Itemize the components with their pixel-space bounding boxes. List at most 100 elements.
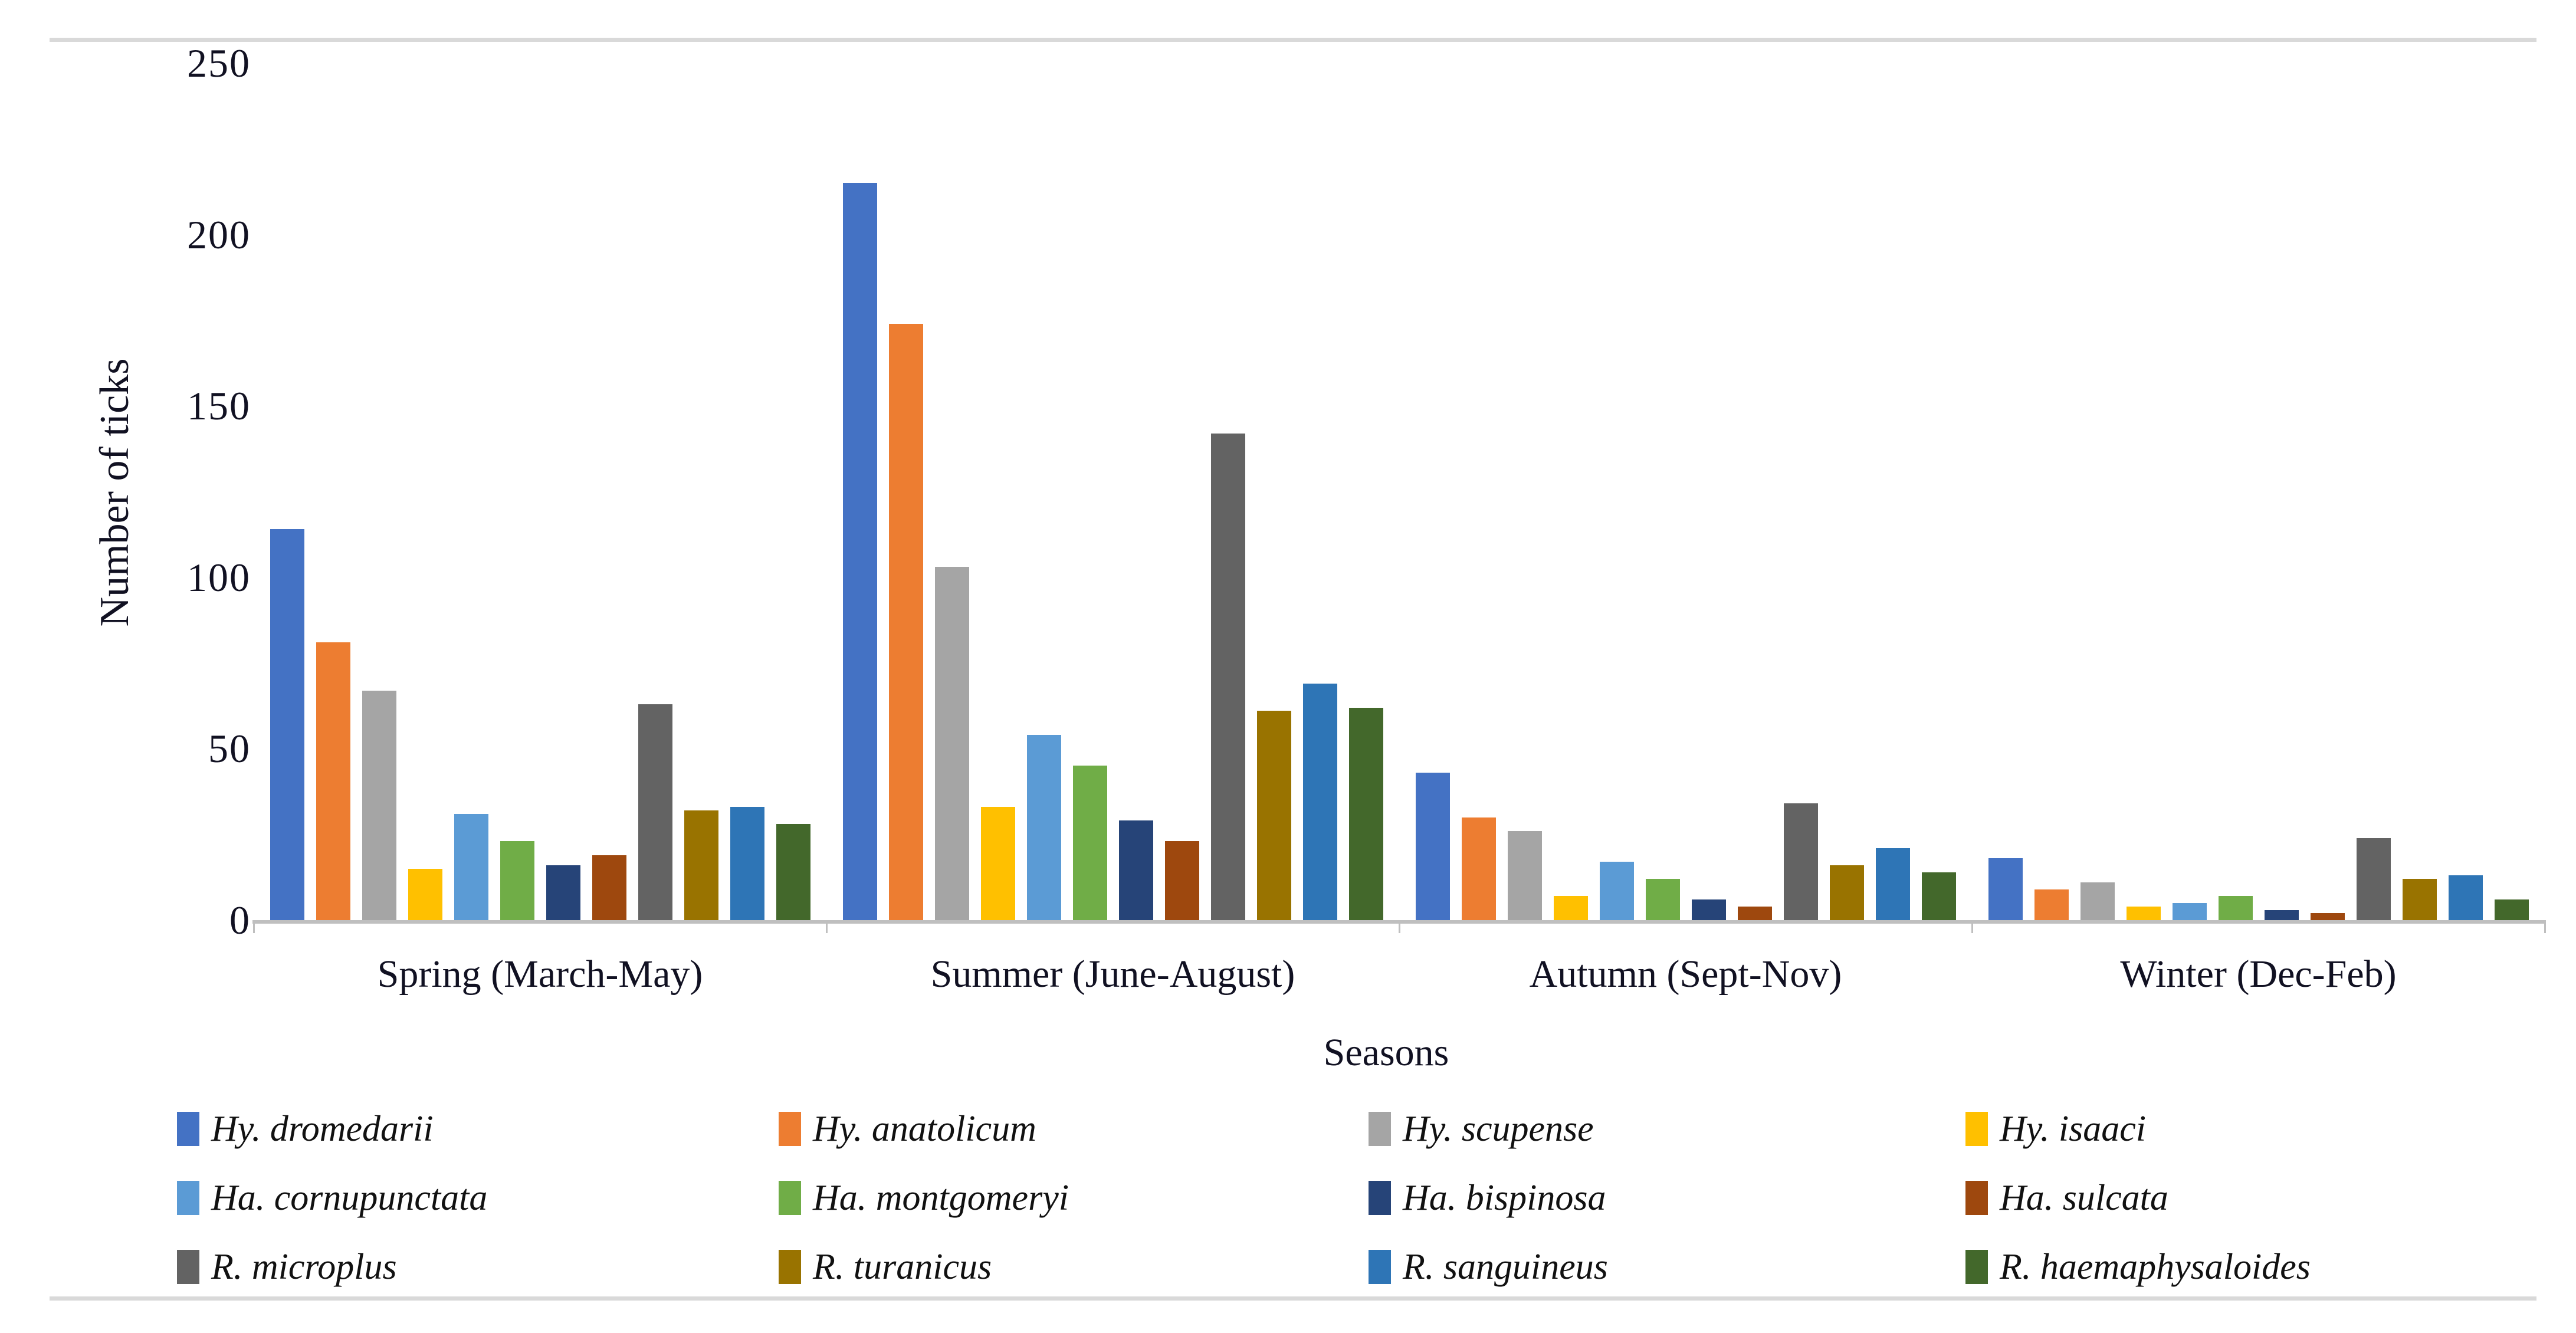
bar [1415,773,1450,920]
bar [592,855,626,920]
legend-item: R. haemaphysaloides [1965,1246,2311,1288]
legend-label: Ha. cornupunctata [211,1177,488,1218]
category-label: Spring (March-May) [377,953,703,996]
legend-label: R. turanicus [813,1246,992,1287]
bar [888,324,923,920]
legend-label: R. sanguineus [1403,1246,1608,1287]
bar [1691,899,1726,920]
bar-group [254,63,826,920]
bar [1507,831,1542,920]
bar-group [1399,63,1972,920]
bar [408,869,442,920]
legend-swatch [1369,1181,1391,1215]
legend-item: Ha. montgomeryi [779,1177,1069,1219]
legend-label: R. haemaphysaloides [2000,1246,2311,1287]
category-label: Autumn (Sept-Nov) [1529,953,1842,996]
y-tick-label: 0 [229,898,251,943]
bar [546,865,580,920]
bar [270,529,304,920]
bar [2448,875,2483,920]
legend-swatch [1965,1250,1988,1284]
legend-swatch [779,1250,801,1284]
bar [1026,735,1061,920]
bar [2402,879,2437,920]
y-axis-title: Number of ticks [92,358,137,627]
legend-item: Ha. bispinosa [1369,1177,1606,1219]
bar [454,814,488,920]
legend-label: Hy. anatolicum [813,1108,1036,1149]
category-label: Summer (June-August) [930,953,1295,996]
legend-item: Hy. anatolicum [779,1108,1036,1150]
legend-label: Ha. montgomeryi [813,1177,1069,1218]
y-tick-label: 50 [208,726,251,771]
legend-label: Hy. dromedarii [211,1108,434,1149]
bar [842,183,877,920]
bar [1118,820,1153,920]
legend-swatch [177,1112,199,1146]
legend-label: Ha. sulcata [2000,1177,2168,1218]
bar [2034,889,2069,920]
bar [2356,838,2391,920]
bar [1829,865,1864,920]
legend-swatch [177,1250,199,1284]
x-axis-title: Seasons [1323,1031,1449,1074]
bar [934,567,969,920]
axis-tick [1971,920,1973,933]
bar [316,642,350,920]
bar [2218,896,2253,920]
legend-swatch [1369,1250,1391,1284]
legend-swatch [177,1181,199,1215]
legend-label: Hy. scupense [1403,1108,1594,1149]
bar [2126,907,2161,920]
legend-swatch [779,1181,801,1215]
legend-swatch [1965,1112,1988,1146]
bar [2264,910,2299,920]
legend-item: R. turanicus [779,1246,992,1288]
legend-label: Ha. bispinosa [1403,1177,1606,1218]
bar [2310,913,2345,920]
bar [638,704,672,920]
bar [1988,858,2023,920]
legend-swatch [1965,1181,1988,1215]
y-tick-label: 100 [187,554,251,600]
bar [1256,711,1291,920]
bar [2080,882,2115,920]
top-rule [50,38,2536,42]
y-tick-label: 200 [187,212,251,257]
bar [1599,862,1634,920]
bar [776,824,810,920]
bar [1875,848,1910,920]
bar [1164,841,1199,920]
bar [500,841,534,920]
axis-tick [253,920,255,933]
bar [1921,872,1956,920]
bar [1553,896,1588,920]
bar [362,691,396,920]
legend-label: Hy. isaaci [2000,1108,2146,1149]
bar-group [1972,63,2545,920]
bar-group [826,63,1399,920]
legend-item: Ha. sulcata [1965,1177,2168,1219]
axis-tick [2544,920,2546,933]
bar [1783,803,1818,920]
axis-tick [1399,920,1400,933]
legend-item: Hy. scupense [1369,1108,1594,1150]
bar [1737,907,1772,920]
bar [1072,766,1107,920]
legend-swatch [779,1112,801,1146]
bar [1210,434,1245,920]
bottom-rule [50,1296,2536,1301]
legend-item: Hy. dromedarii [177,1108,434,1150]
bar [1302,684,1337,920]
bar [1348,708,1383,920]
bar [2494,899,2529,920]
bar [730,807,764,920]
legend-item: R. microplus [177,1246,397,1288]
bar [980,807,1015,920]
legend-item: Hy. isaaci [1965,1108,2146,1150]
legend-swatch [1369,1112,1391,1146]
category-label: Winter (Dec-Feb) [2120,953,2397,996]
axis-tick [826,920,828,933]
y-tick-label: 250 [187,41,251,86]
